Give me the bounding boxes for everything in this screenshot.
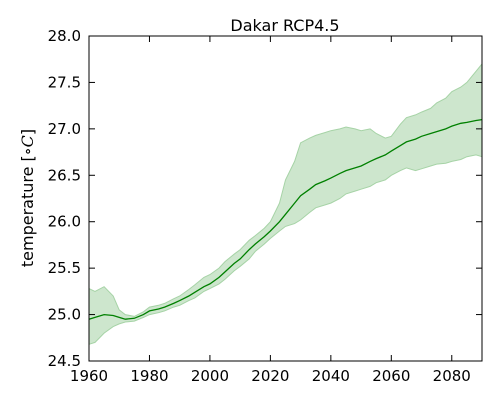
x-axis: 1960 1980 2000 2020 2040 2060 2080 — [70, 36, 471, 385]
x-tick-label: 1980 — [130, 367, 168, 385]
y-tick-label: 26.5 — [48, 166, 81, 184]
y-tick-label: 28.0 — [48, 27, 81, 45]
x-tick-label: 2040 — [312, 367, 350, 385]
y-tick-label: 27.0 — [48, 120, 81, 138]
x-tick-label: 2060 — [372, 367, 410, 385]
plot-area — [88, 63, 483, 345]
mean-temperature-line — [88, 118, 483, 320]
axes-frame — [88, 35, 483, 362]
x-tick-label: 2000 — [191, 367, 229, 385]
y-tick-label: 24.5 — [48, 352, 81, 370]
y-axis-label-text: temperature [ — [18, 155, 37, 267]
y-axis: 24.5 25.0 25.5 26.0 26.5 27.0 27.5 28.0 — [48, 27, 482, 370]
y-tick-label: 27.5 — [48, 73, 81, 91]
x-tick-label: 2020 — [251, 367, 289, 385]
y-axis-label-close: ] — [18, 129, 37, 135]
y-tick-label: 25.5 — [48, 259, 81, 277]
x-tick-label: 1960 — [70, 367, 108, 385]
temperature-range-lower-edge — [88, 154, 483, 345]
y-axis-label: temperature [∘C] — [18, 129, 37, 267]
temperature-range-band — [89, 63, 482, 345]
x-tick-label: 2080 — [433, 367, 471, 385]
y-tick-label: 26.0 — [48, 213, 81, 231]
y-axis-label-unit: ∘C — [18, 135, 37, 155]
y-tick-label: 25.0 — [48, 306, 81, 324]
temperature-range-upper-edge — [88, 63, 483, 317]
chart-title: Dakar RCP4.5 — [230, 16, 339, 35]
